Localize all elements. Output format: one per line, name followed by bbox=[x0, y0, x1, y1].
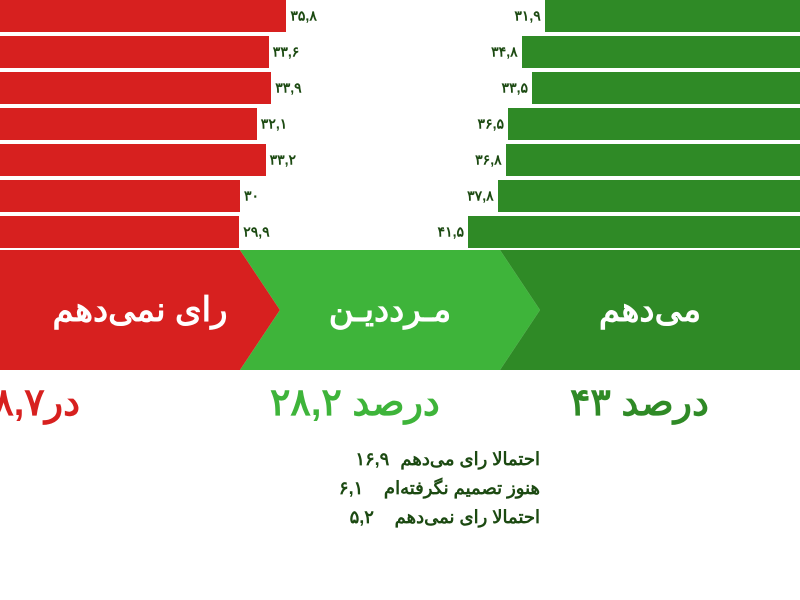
bar-green: ۳۴,۸ bbox=[522, 36, 800, 68]
bars-area: ۳۵,۸ ۳۱,۹ ۳۳,۶ ۳۴,۸ ۳۳,۹ ۳۳,۵ ۳۲,۱ ۳۶,۵ ۳۳,۲ ۳۶,۸… bbox=[0, 0, 800, 250]
subtext-value: ۶,۱ bbox=[339, 474, 379, 503]
percent-mid-suffix: درصد bbox=[352, 382, 440, 424]
bar-row: ۲۹,۹ ۴۱,۵ bbox=[0, 216, 800, 248]
bar-red-label: ۳۵,۸ bbox=[290, 8, 316, 25]
chevron-green-label: می‌دهم bbox=[599, 290, 701, 330]
bar-green-label: ۴۱,۵ bbox=[438, 224, 464, 241]
bar-red-label: ۲۹,۹ bbox=[243, 224, 269, 241]
subtext-label: احتمالا رای نمی‌دهم bbox=[395, 507, 540, 527]
chevron-band: رای نمی‌دهم مـرددیـن می‌دهم bbox=[0, 250, 800, 370]
percent-green-suffix: درصد bbox=[621, 382, 709, 424]
percent-green-value: ۴۳ bbox=[570, 382, 611, 424]
percent-red-suffix: در bbox=[45, 382, 80, 424]
bar-row: ۳۳,۲ ۳۶,۸ bbox=[0, 144, 800, 176]
percent-mid-value: ۲۸,۲ bbox=[270, 382, 342, 424]
bar-green: ۳۷,۸ bbox=[498, 180, 800, 212]
percent-green: درصد ۴۳ bbox=[570, 380, 709, 425]
bar-red-label: ۳۲,۱ bbox=[261, 116, 287, 133]
percents-row: در۲۸,۷ درصد ۲۸,۲ درصد ۴۳ bbox=[0, 380, 800, 440]
bar-green: ۳۳,۵ bbox=[532, 72, 800, 104]
bar-red: ۳۲,۱ bbox=[0, 108, 257, 140]
bar-green-label: ۳۱,۹ bbox=[514, 8, 540, 25]
bar-green: ۳۶,۸ bbox=[506, 144, 800, 176]
bar-red: ۳۳,۶ bbox=[0, 36, 269, 68]
bar-red: ۳۳,۹ bbox=[0, 72, 271, 104]
bar-red-label: ۳۳,۲ bbox=[270, 152, 296, 169]
bar-red: ۳۵,۸ bbox=[0, 0, 286, 32]
bar-red: ۲۹,۹ bbox=[0, 216, 239, 248]
subtext-line: هنوز تصمیم نگرفته‌ام ۶,۱ bbox=[260, 474, 540, 503]
percent-red: در۲۸,۷ bbox=[0, 380, 80, 425]
bar-green-label: ۳۷,۸ bbox=[467, 188, 493, 205]
chevron-red: رای نمی‌دهم bbox=[0, 250, 280, 370]
bar-red-label: ۳۳,۹ bbox=[275, 80, 301, 97]
chevron-green: می‌دهم bbox=[500, 250, 800, 370]
subtext-value: ۱۶,۹ bbox=[355, 445, 395, 474]
bar-row: ۳۲,۱ ۳۶,۵ bbox=[0, 108, 800, 140]
bar-row: ۳۳,۹ ۳۳,۵ bbox=[0, 72, 800, 104]
bar-red-label: ۳۰ bbox=[244, 188, 259, 205]
subtext-line: احتمالا رای نمی‌دهم ۵,۲ bbox=[260, 503, 540, 532]
bar-red: ۳۳,۲ bbox=[0, 144, 266, 176]
percent-mid: درصد ۲۸,۲ bbox=[270, 380, 440, 425]
bar-row: ۳۳,۶ ۳۴,۸ bbox=[0, 36, 800, 68]
subtext-line: احتمالا رای می‌دهم ۱۶,۹ bbox=[260, 445, 540, 474]
bar-red: ۳۰ bbox=[0, 180, 240, 212]
bar-green-label: ۳۶,۸ bbox=[475, 152, 501, 169]
percent-red-value: ۲۸,۷ bbox=[0, 382, 45, 424]
subtext-value: ۵,۲ bbox=[350, 503, 390, 532]
bar-green: ۳۶,۵ bbox=[508, 108, 800, 140]
bar-green: ۴۱,۵ bbox=[468, 216, 800, 248]
subtext-label: هنوز تصمیم نگرفته‌ام bbox=[384, 478, 540, 498]
bar-green: ۳۱,۹ bbox=[545, 0, 800, 32]
bar-row: ۳۰ ۳۷,۸ bbox=[0, 180, 800, 212]
bar-row: ۳۵,۸ ۳۱,۹ bbox=[0, 0, 800, 32]
chevron-mid-label: مـرددیـن bbox=[329, 290, 452, 330]
subtext-label: احتمالا رای می‌دهم bbox=[400, 449, 540, 469]
subtext-block: احتمالا رای می‌دهم ۱۶,۹هنوز تصمیم نگرفته… bbox=[260, 445, 540, 531]
bar-green-label: ۳۶,۵ bbox=[478, 116, 504, 133]
chevron-red-label: رای نمی‌دهم bbox=[52, 290, 227, 330]
bar-green-label: ۳۳,۵ bbox=[502, 80, 528, 97]
chevron-mid: مـرددیـن bbox=[240, 250, 540, 370]
bar-red-label: ۳۳,۶ bbox=[273, 44, 299, 61]
bar-green-label: ۳۴,۸ bbox=[491, 44, 517, 61]
